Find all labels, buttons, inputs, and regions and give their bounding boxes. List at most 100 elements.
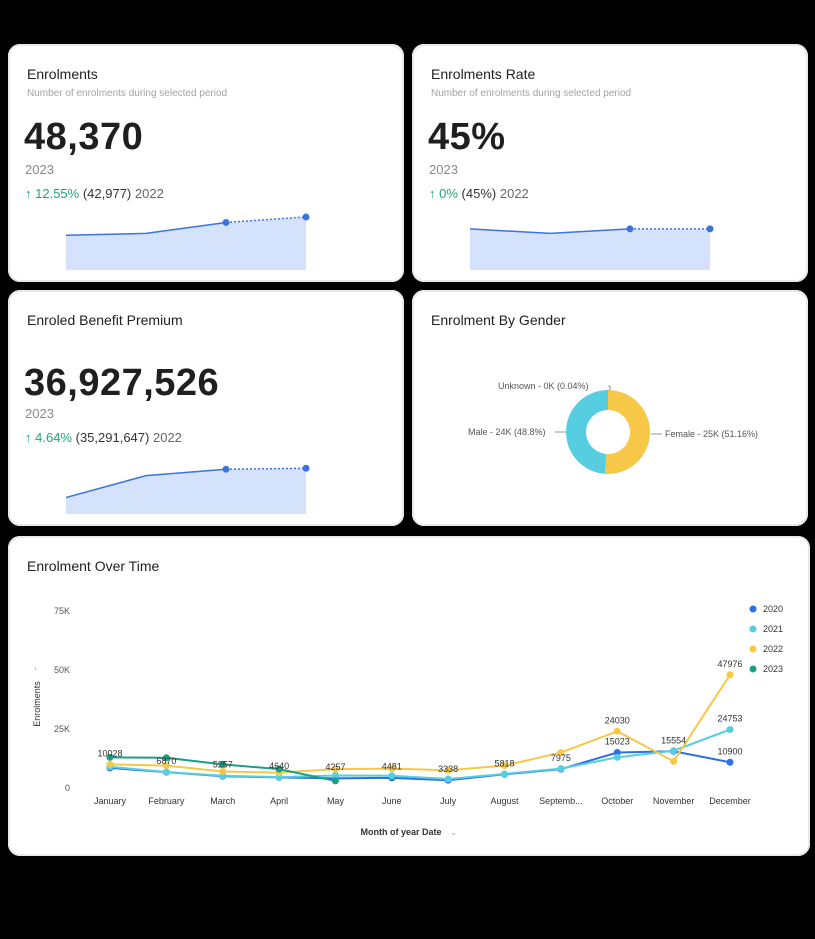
kpi-card-enrolments-rate[interactable]: Enrolments Rate Number of enrolments dur… bbox=[412, 44, 808, 282]
data-point-2022[interactable] bbox=[501, 762, 509, 770]
donut-slice-female[interactable] bbox=[604, 390, 651, 474]
data-point-2022[interactable] bbox=[444, 766, 452, 774]
x-tick-label: Septemb... bbox=[539, 796, 583, 806]
sparkline-point[interactable] bbox=[222, 465, 230, 473]
previous-value: (42,977) bbox=[82, 186, 132, 201]
data-label: 7975 bbox=[551, 753, 571, 763]
data-point-2021[interactable] bbox=[726, 726, 734, 734]
data-label: 24030 bbox=[605, 715, 630, 725]
data-point-2021[interactable] bbox=[501, 770, 509, 778]
sparkline-chart bbox=[66, 213, 310, 270]
kpi-change: ↑ 4.64% (35,291,647) 2022 bbox=[25, 430, 182, 445]
chart-legend: 2020 2021 2022 2023 bbox=[749, 604, 783, 674]
legend-swatch-2023 bbox=[749, 665, 757, 673]
sparkline-area bbox=[66, 216, 306, 270]
legend-label[interactable]: 2022 bbox=[763, 644, 783, 654]
sparkline-point[interactable] bbox=[302, 213, 310, 221]
x-tick-label: January bbox=[94, 796, 127, 806]
x-axis-label: Month of year Date bbox=[360, 827, 441, 837]
kpi-value: 48,370 bbox=[24, 116, 144, 158]
data-point-2021[interactable] bbox=[613, 753, 621, 761]
kpi-change: ↑ 12.55% (42,977) 2022 bbox=[25, 186, 164, 201]
card-title: Enroled Benefit Premium bbox=[27, 312, 183, 328]
sparkline-area bbox=[66, 468, 306, 514]
sparkline-line bbox=[470, 228, 631, 235]
data-point-2023[interactable] bbox=[219, 760, 227, 768]
data-label: 5818 bbox=[495, 758, 515, 768]
y-tick-label: 50K bbox=[54, 665, 70, 675]
data-point-2021[interactable] bbox=[331, 771, 339, 779]
data-point-2021[interactable] bbox=[557, 765, 565, 773]
kpi-card-benefit-premium[interactable]: Enroled Benefit Premium 36,927,526 2023 … bbox=[8, 290, 404, 526]
x-tick-label: May bbox=[327, 796, 345, 806]
kpi-card-enrolments[interactable]: Enrolments Number of enrolments during s… bbox=[8, 44, 404, 282]
card-subtitle: Number of enrolments during selected per… bbox=[27, 88, 228, 99]
sparkline-chart bbox=[470, 225, 714, 270]
data-point-2023[interactable] bbox=[106, 753, 114, 761]
sparkline-point[interactable] bbox=[302, 464, 310, 472]
kpi-year: 2023 bbox=[25, 406, 54, 421]
x-tick-label: February bbox=[148, 796, 185, 806]
kpi-year: 2023 bbox=[25, 162, 54, 177]
data-point-2023[interactable] bbox=[331, 777, 339, 785]
data-point-2022[interactable] bbox=[670, 757, 678, 765]
card-title: Enrolment Over Time bbox=[27, 558, 160, 574]
x-tick-label: July bbox=[440, 796, 457, 806]
data-label: 4257 bbox=[325, 762, 345, 772]
data-point-2021[interactable] bbox=[670, 747, 678, 755]
y-tick-label: 25K bbox=[54, 724, 70, 734]
series-line-2021 bbox=[109, 728, 731, 781]
data-point-2021[interactable] bbox=[444, 775, 452, 783]
data-point-2022[interactable] bbox=[726, 671, 734, 679]
previous-value: (35,291,647) bbox=[75, 430, 150, 445]
label-female: Female - 25K (51.16%) bbox=[665, 429, 758, 439]
legend-swatch-2022 bbox=[749, 645, 757, 653]
data-point-2021[interactable] bbox=[162, 768, 170, 776]
data-label: 4481 bbox=[382, 761, 402, 771]
change-percent: 0% bbox=[439, 186, 458, 201]
legend-label[interactable]: 2023 bbox=[763, 664, 783, 674]
sparkline-point[interactable] bbox=[706, 225, 714, 233]
data-point-2023[interactable] bbox=[275, 765, 283, 773]
data-point-2022[interactable] bbox=[106, 760, 114, 768]
data-point-2022[interactable] bbox=[613, 727, 621, 735]
kpi-value: 36,927,526 bbox=[24, 362, 220, 404]
sparkline-point[interactable] bbox=[626, 225, 634, 233]
arrow-up-icon: ↑ bbox=[25, 430, 32, 445]
sparkline-chart bbox=[66, 464, 310, 514]
data-point-2022[interactable] bbox=[219, 767, 227, 775]
gender-card[interactable]: Enrolment By Gender Unknown - 0K (0.04%)… bbox=[412, 290, 808, 526]
card-subtitle: Number of enrolments during selected per… bbox=[431, 88, 632, 99]
data-label: 15554 bbox=[661, 735, 686, 745]
y-axis-collapse-icon[interactable]: › bbox=[34, 664, 37, 673]
sparkline-point[interactable] bbox=[222, 218, 230, 226]
enrolment-over-time-card[interactable]: Enrolment Over Time 0 25K 50K 75K January Fe… bbox=[8, 536, 810, 856]
data-label: 5257 bbox=[213, 760, 233, 770]
legend-label[interactable]: 2020 bbox=[763, 604, 783, 614]
y-tick-label: 75K bbox=[54, 606, 70, 616]
arrow-up-icon: ↑ bbox=[429, 186, 436, 201]
enrolment-line-chart: 0 25K 50K 75K January February March April May J… bbox=[32, 604, 783, 837]
donut-slice-male[interactable] bbox=[566, 390, 608, 474]
legend-swatch-2020 bbox=[749, 605, 757, 613]
sparkline-projection bbox=[225, 467, 307, 470]
chevron-down-icon[interactable]: ⌄ bbox=[450, 827, 458, 837]
change-percent: 4.64% bbox=[35, 430, 72, 445]
data-point-2020[interactable] bbox=[726, 758, 734, 766]
label-unknown: Unknown - 0K (0.04%) bbox=[498, 381, 589, 391]
data-point-2022[interactable] bbox=[388, 765, 396, 773]
data-point-2022[interactable] bbox=[162, 762, 170, 770]
data-point-2022[interactable] bbox=[557, 749, 565, 757]
data-point-2021[interactable] bbox=[388, 772, 396, 780]
legend-label[interactable]: 2021 bbox=[763, 624, 783, 634]
data-label: 47976 bbox=[717, 659, 742, 669]
data-label: 3338 bbox=[438, 764, 458, 774]
data-point-2023[interactable] bbox=[162, 754, 170, 762]
data-label: 10900 bbox=[717, 746, 742, 756]
y-tick-label: 0 bbox=[65, 783, 70, 793]
data-label: 6870 bbox=[156, 756, 176, 766]
legend-swatch-2021 bbox=[749, 625, 757, 633]
series-line-2022 bbox=[109, 674, 731, 774]
data-point-2022[interactable] bbox=[331, 765, 339, 773]
kpi-year: 2023 bbox=[429, 162, 458, 177]
